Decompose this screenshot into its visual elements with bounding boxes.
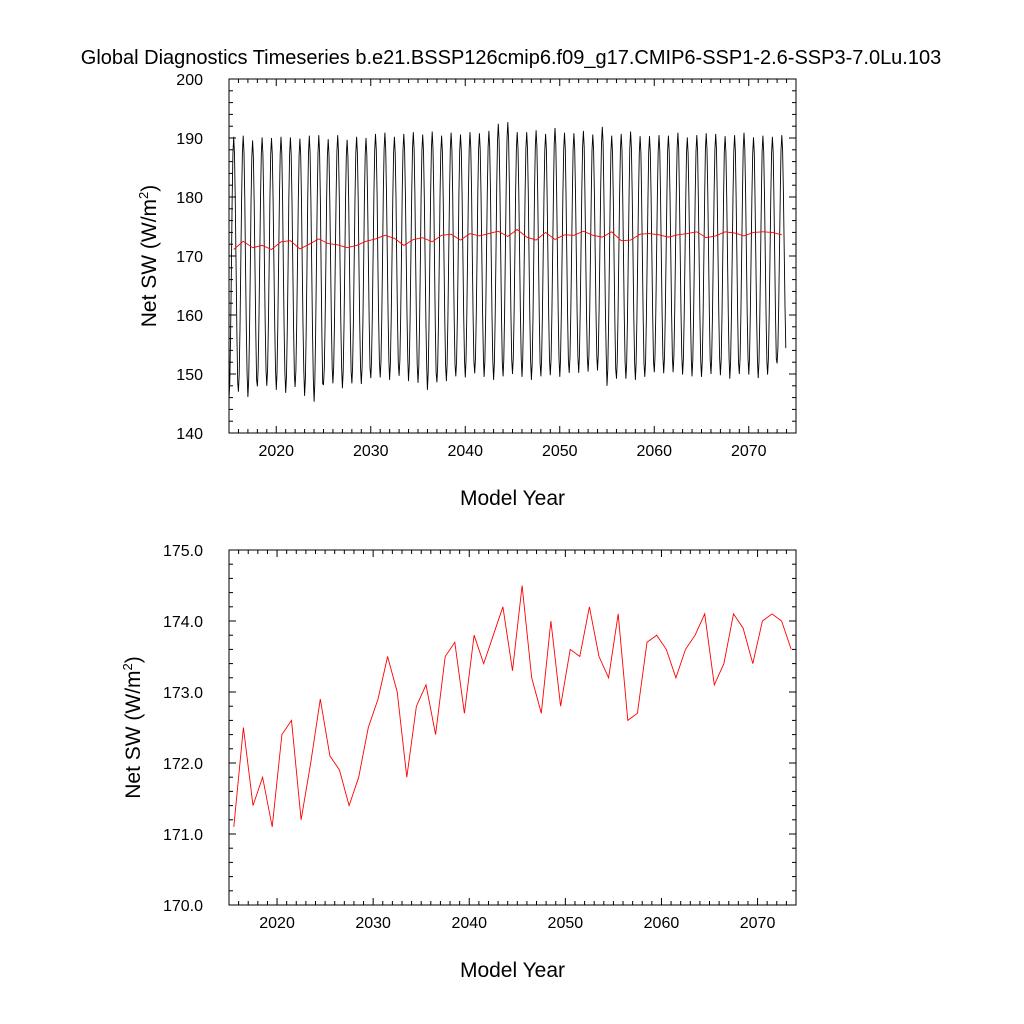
y-tick-label: 170 [176, 249, 203, 266]
y-axis-label-superscript: 2 [120, 663, 135, 670]
x-tick-label: 2030 [353, 443, 389, 460]
y-tick-label: 173.0 [163, 685, 203, 702]
y-axis-label-close: ) [138, 185, 161, 192]
x-tick-label: 2020 [259, 915, 295, 932]
x-tick-label: 2040 [447, 443, 483, 460]
y-tick-label: 172.0 [163, 756, 203, 773]
bottom-panel-annual-mean: 2020 2030 2040 2050 2060 2070 170.0 171.0 172.0 1… [120, 543, 797, 982]
annual-mean-line [233, 585, 792, 827]
monthly-series-line [229, 122, 787, 402]
x-tick-label: 2040 [451, 915, 487, 932]
x-tick-label: 2020 [258, 443, 294, 460]
y-tick-label: 174.0 [163, 614, 203, 631]
annual-mean-line [233, 228, 782, 251]
x-tick-label: 2030 [355, 915, 391, 932]
y-tick-label: 175.0 [163, 543, 203, 560]
plot-frame [228, 549, 797, 906]
x-tick-label: 2060 [644, 915, 680, 932]
plot-frame [228, 78, 797, 434]
figure-title: Global Diagnostics Timeseries b.e21.BSSP… [81, 47, 941, 69]
y-axis-label-close: ) [122, 656, 145, 663]
y-axis-label: Net SW (W/m2) [120, 656, 145, 799]
y-tick-label: 171.0 [163, 827, 203, 844]
x-tick-label: 2050 [542, 443, 578, 460]
y-tick-label: 170.0 [163, 898, 203, 915]
x-axis-label: Model Year [460, 959, 565, 982]
y-axis-label-superscript: 2 [136, 192, 151, 199]
y-tick-label: 180 [176, 190, 203, 207]
x-axis-label: Model Year [460, 487, 565, 510]
x-tick-label: 2050 [548, 915, 584, 932]
y-tick-label: 160 [176, 308, 203, 325]
x-tick-label: 2070 [731, 443, 767, 460]
x-tick-label: 2060 [636, 443, 672, 460]
y-tick-label: 190 [176, 131, 203, 148]
y-axis-label-main: Net SW (W/m [122, 670, 145, 798]
y-tick-label: 140 [176, 426, 203, 443]
y-axis-label: Net SW (W/m2) [136, 185, 161, 328]
x-tick-label: 2070 [740, 915, 776, 932]
top-panel-timeseries: 2020 2030 2040 2050 2060 2070 140 150 160 170 180 1… [136, 72, 797, 510]
y-axis-label-main: Net SW (W/m [138, 199, 161, 327]
y-tick-label: 150 [176, 367, 203, 384]
y-tick-label: 200 [176, 72, 203, 89]
